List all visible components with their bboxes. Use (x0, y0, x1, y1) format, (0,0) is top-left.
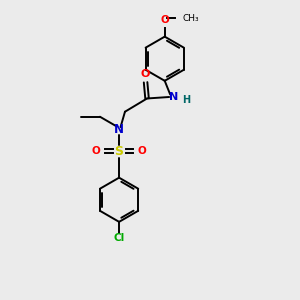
Text: O: O (92, 146, 100, 156)
Text: CH₃: CH₃ (182, 14, 199, 22)
Text: O: O (160, 15, 169, 25)
Text: N: N (114, 124, 124, 136)
Text: S: S (115, 145, 124, 158)
Text: N: N (169, 92, 178, 102)
Text: O: O (138, 146, 146, 156)
Text: O: O (141, 69, 150, 79)
Text: H: H (182, 95, 190, 105)
Text: Cl: Cl (113, 233, 125, 243)
